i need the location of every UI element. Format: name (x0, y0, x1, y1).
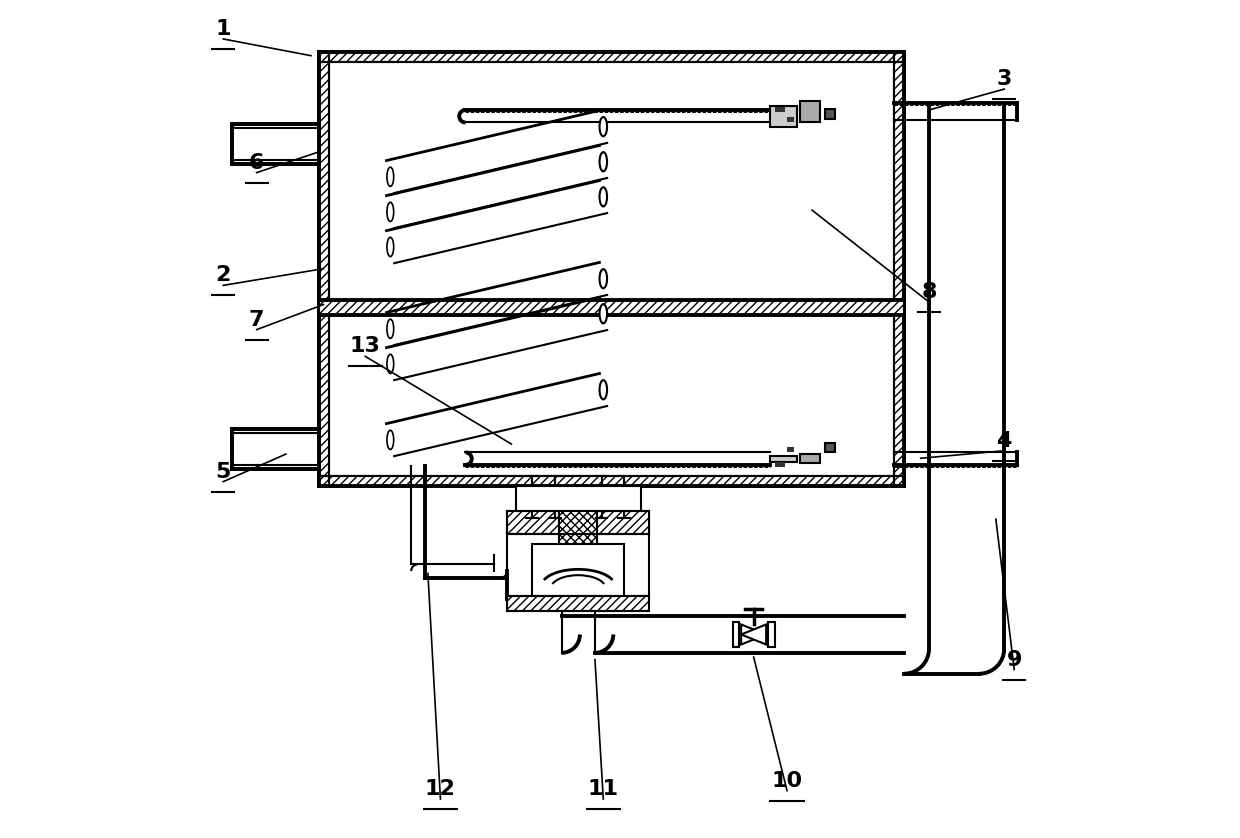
Bar (770, 106, 797, 127)
Bar (320, 476, 904, 486)
Bar (800, 454, 821, 463)
Bar (516, 486, 641, 511)
Text: 5: 5 (216, 462, 231, 482)
Ellipse shape (599, 269, 608, 288)
Bar (770, 456, 797, 462)
Bar (320, 299, 904, 314)
Text: 11: 11 (588, 779, 619, 799)
Bar (768, 622, 775, 647)
Polygon shape (742, 624, 766, 644)
Bar (825, 443, 835, 452)
Bar (559, 486, 596, 552)
Text: 3: 3 (997, 69, 1012, 89)
Bar (507, 511, 650, 598)
Bar (507, 511, 650, 535)
Text: 9: 9 (1007, 649, 1022, 670)
Bar (733, 622, 739, 647)
Bar (320, 51, 904, 61)
Bar (787, 116, 794, 122)
Ellipse shape (387, 354, 393, 374)
Bar (825, 109, 835, 119)
Bar (894, 51, 904, 486)
Text: 1: 1 (216, 19, 231, 39)
Bar (232, 124, 320, 164)
Text: 7: 7 (249, 309, 264, 329)
Bar (507, 596, 650, 611)
Bar (320, 51, 904, 486)
Ellipse shape (387, 167, 393, 186)
Polygon shape (742, 624, 766, 644)
Ellipse shape (599, 153, 608, 171)
Bar (232, 429, 320, 469)
Ellipse shape (599, 304, 608, 323)
Ellipse shape (387, 430, 393, 449)
Text: 13: 13 (350, 336, 381, 356)
Text: 6: 6 (249, 153, 264, 173)
Bar (320, 51, 330, 486)
Ellipse shape (387, 202, 393, 221)
Text: 10: 10 (771, 771, 802, 791)
Bar (800, 101, 821, 122)
Ellipse shape (599, 380, 608, 400)
Bar (775, 107, 785, 112)
Ellipse shape (387, 319, 393, 339)
Ellipse shape (599, 117, 608, 137)
Bar (787, 447, 794, 452)
Text: 2: 2 (216, 266, 231, 286)
Bar (532, 545, 624, 598)
Ellipse shape (599, 187, 608, 206)
Bar (775, 463, 785, 468)
Text: 12: 12 (425, 779, 456, 799)
Text: 4: 4 (997, 431, 1012, 451)
Text: 8: 8 (921, 282, 936, 302)
Ellipse shape (387, 237, 393, 256)
